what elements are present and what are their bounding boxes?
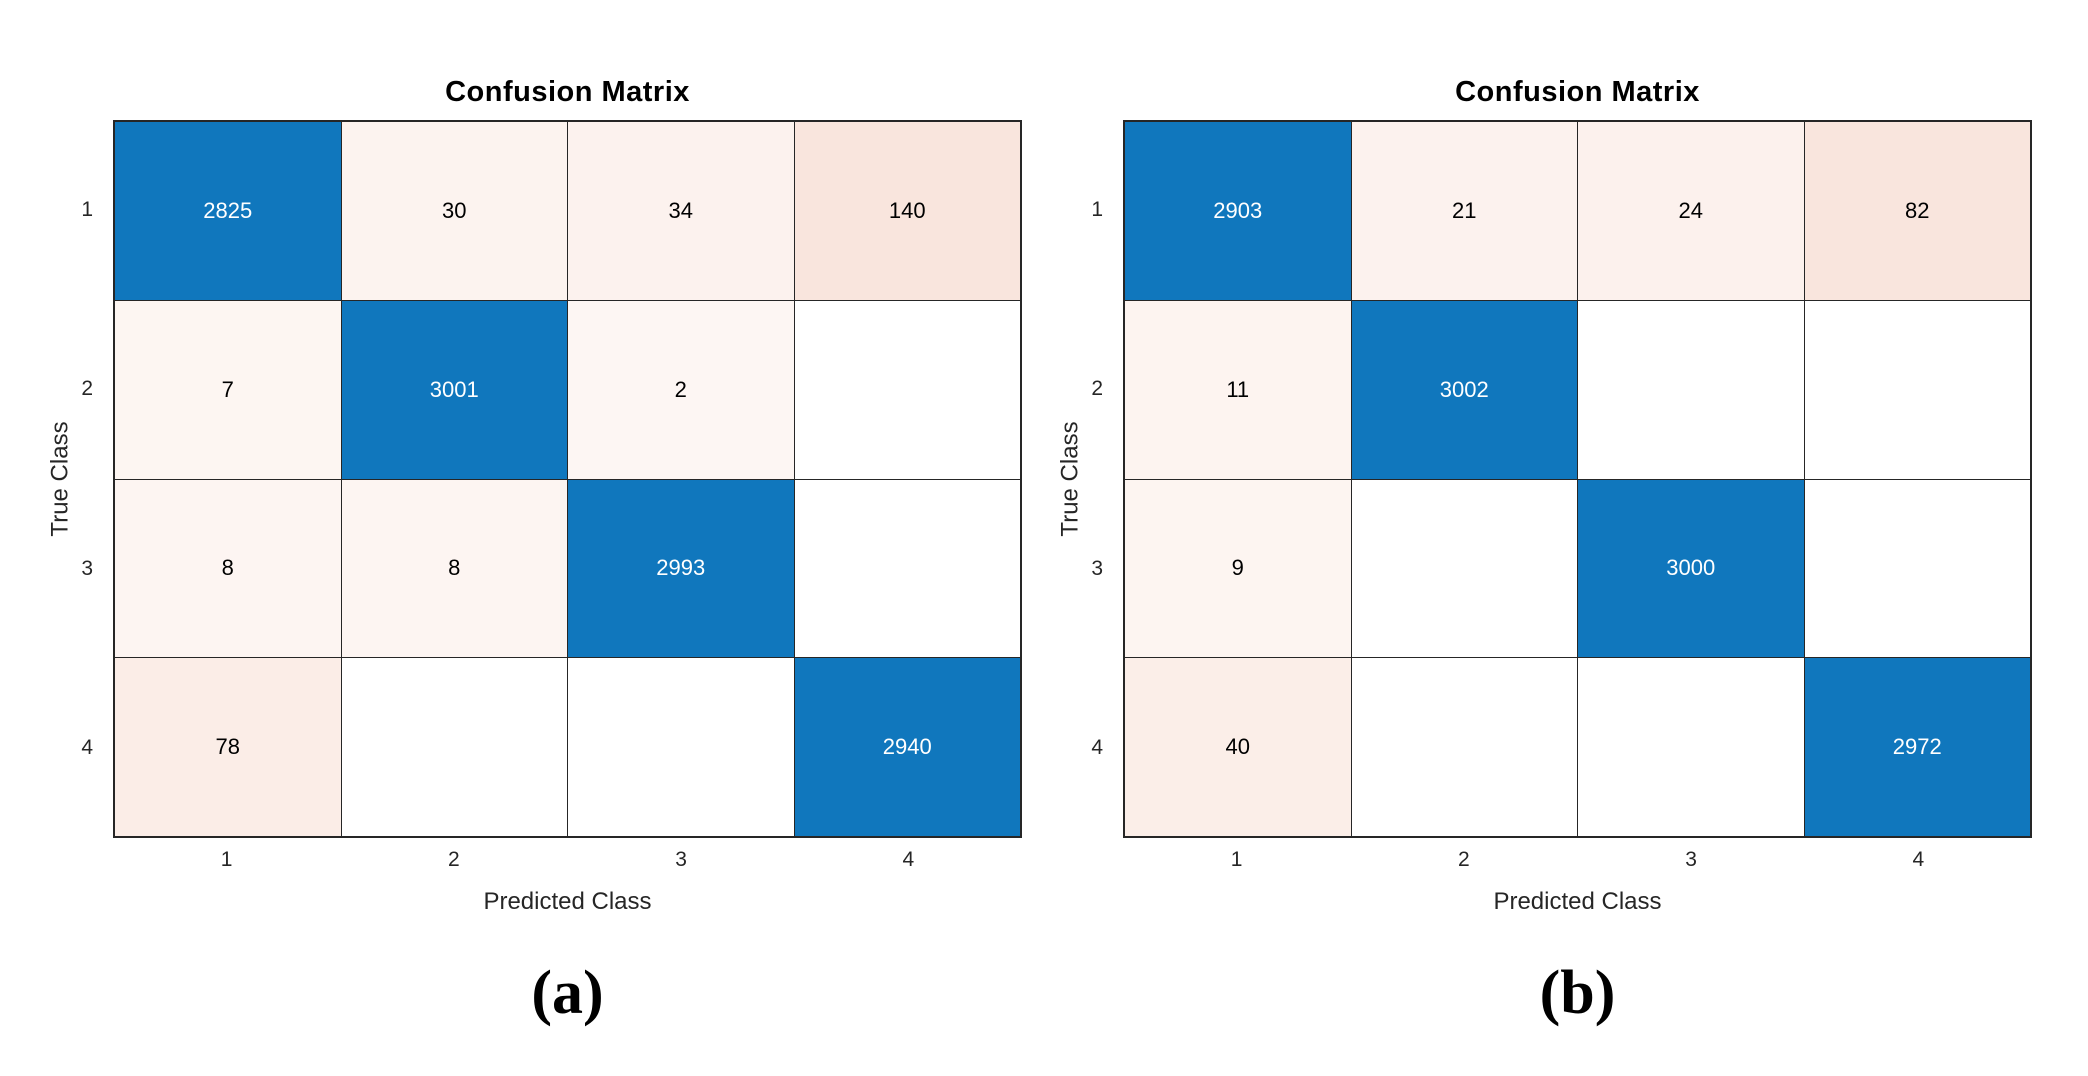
x-tick-label: 3 <box>1685 848 1697 871</box>
y-tick-label: 2 <box>81 377 93 401</box>
matrix-cell-r3c3: 3000 <box>1578 479 1804 658</box>
matrix-grid: 2825 30 34 140 7 3001 2 8 8 2993 78 2940 <box>113 120 1022 838</box>
matrix-cell-r1c1: 2825 <box>115 122 341 300</box>
matrix-cell-r4c2 <box>1351 658 1577 836</box>
matrix-cell-r2c2: 3001 <box>341 300 567 479</box>
chart-title: Confusion Matrix <box>1455 76 1700 108</box>
y-tick-label: 1 <box>1091 197 1103 221</box>
matrix-cell-r4c2 <box>341 658 567 836</box>
x-ticks: 1 2 3 4 <box>1123 848 2032 876</box>
matrix-cell-r3c3: 2993 <box>568 479 794 658</box>
y-tick-label: 4 <box>1091 736 1103 760</box>
matrix-cell-r1c1: 2903 <box>1125 122 1351 300</box>
x-tick-label: 4 <box>1912 848 1925 871</box>
matrix-cell-r1c3: 24 <box>1578 122 1804 300</box>
x-tick-label: 1 <box>220 848 233 871</box>
matrix-cell-r2c2: 3002 <box>1351 300 1577 479</box>
y-tick-label: 3 <box>81 556 93 580</box>
matrix-cell-r1c4: 82 <box>1804 122 2030 300</box>
matrix-cell-r3c2 <box>1351 479 1577 658</box>
matrix-cell-r4c1: 78 <box>115 658 341 836</box>
matrix-cell-r1c3: 34 <box>568 122 794 300</box>
chart-title: Confusion Matrix <box>445 76 690 108</box>
x-axis-label: Predicted Class <box>1493 888 1662 915</box>
matrix-cell-r4c4: 2972 <box>1804 658 2030 836</box>
matrix-cell-r2c1: 11 <box>1125 300 1351 479</box>
matrix-cell-r1c2: 21 <box>1351 122 1577 300</box>
matrix-cell-r3c1: 8 <box>115 479 341 658</box>
x-tick-label: 2 <box>448 848 460 871</box>
y-tick-label: 4 <box>81 736 93 760</box>
y-tick-label: 1 <box>81 197 93 221</box>
x-tick-label: 1 <box>1230 848 1243 871</box>
matrix-cell-r2c4 <box>1804 300 2030 479</box>
matrix-cell-r2c3: 2 <box>568 300 794 479</box>
y-tick-label: 3 <box>1091 556 1103 580</box>
caption-a: (a) <box>531 959 604 1027</box>
matrix-cell-r4c3 <box>568 658 794 836</box>
y-ticks: 1 2 3 4 <box>1058 120 1103 838</box>
matrix-cell-r3c2: 8 <box>341 479 567 658</box>
matrix-cell-r2c3 <box>1578 300 1804 479</box>
x-axis-label: Predicted Class <box>483 888 652 915</box>
x-tick-label: 4 <box>902 848 915 871</box>
matrix-grid: 2903 21 24 82 11 3002 9 3000 40 2972 <box>1123 120 2032 838</box>
matrix-cell-r3c1: 9 <box>1125 479 1351 658</box>
matrix-cell-r1c4: 140 <box>794 122 1020 300</box>
matrix-cell-r3c4 <box>1804 479 2030 658</box>
matrix-cell-r3c4 <box>794 479 1020 658</box>
x-ticks: 1 2 3 4 <box>113 848 1022 876</box>
matrix-cell-r4c4: 2940 <box>794 658 1020 836</box>
matrix-cell-r2c1: 7 <box>115 300 341 479</box>
y-tick-label: 2 <box>1091 377 1103 401</box>
matrix-cell-r4c1: 40 <box>1125 658 1351 836</box>
caption-b: (b) <box>1539 959 1616 1027</box>
matrix-cell-r1c2: 30 <box>341 122 567 300</box>
y-ticks: 1 2 3 4 <box>48 120 93 838</box>
matrix-cell-r4c3 <box>1578 658 1804 836</box>
x-tick-label: 3 <box>675 848 687 871</box>
matrix-cell-r2c4 <box>794 300 1020 479</box>
x-tick-label: 2 <box>1458 848 1470 871</box>
